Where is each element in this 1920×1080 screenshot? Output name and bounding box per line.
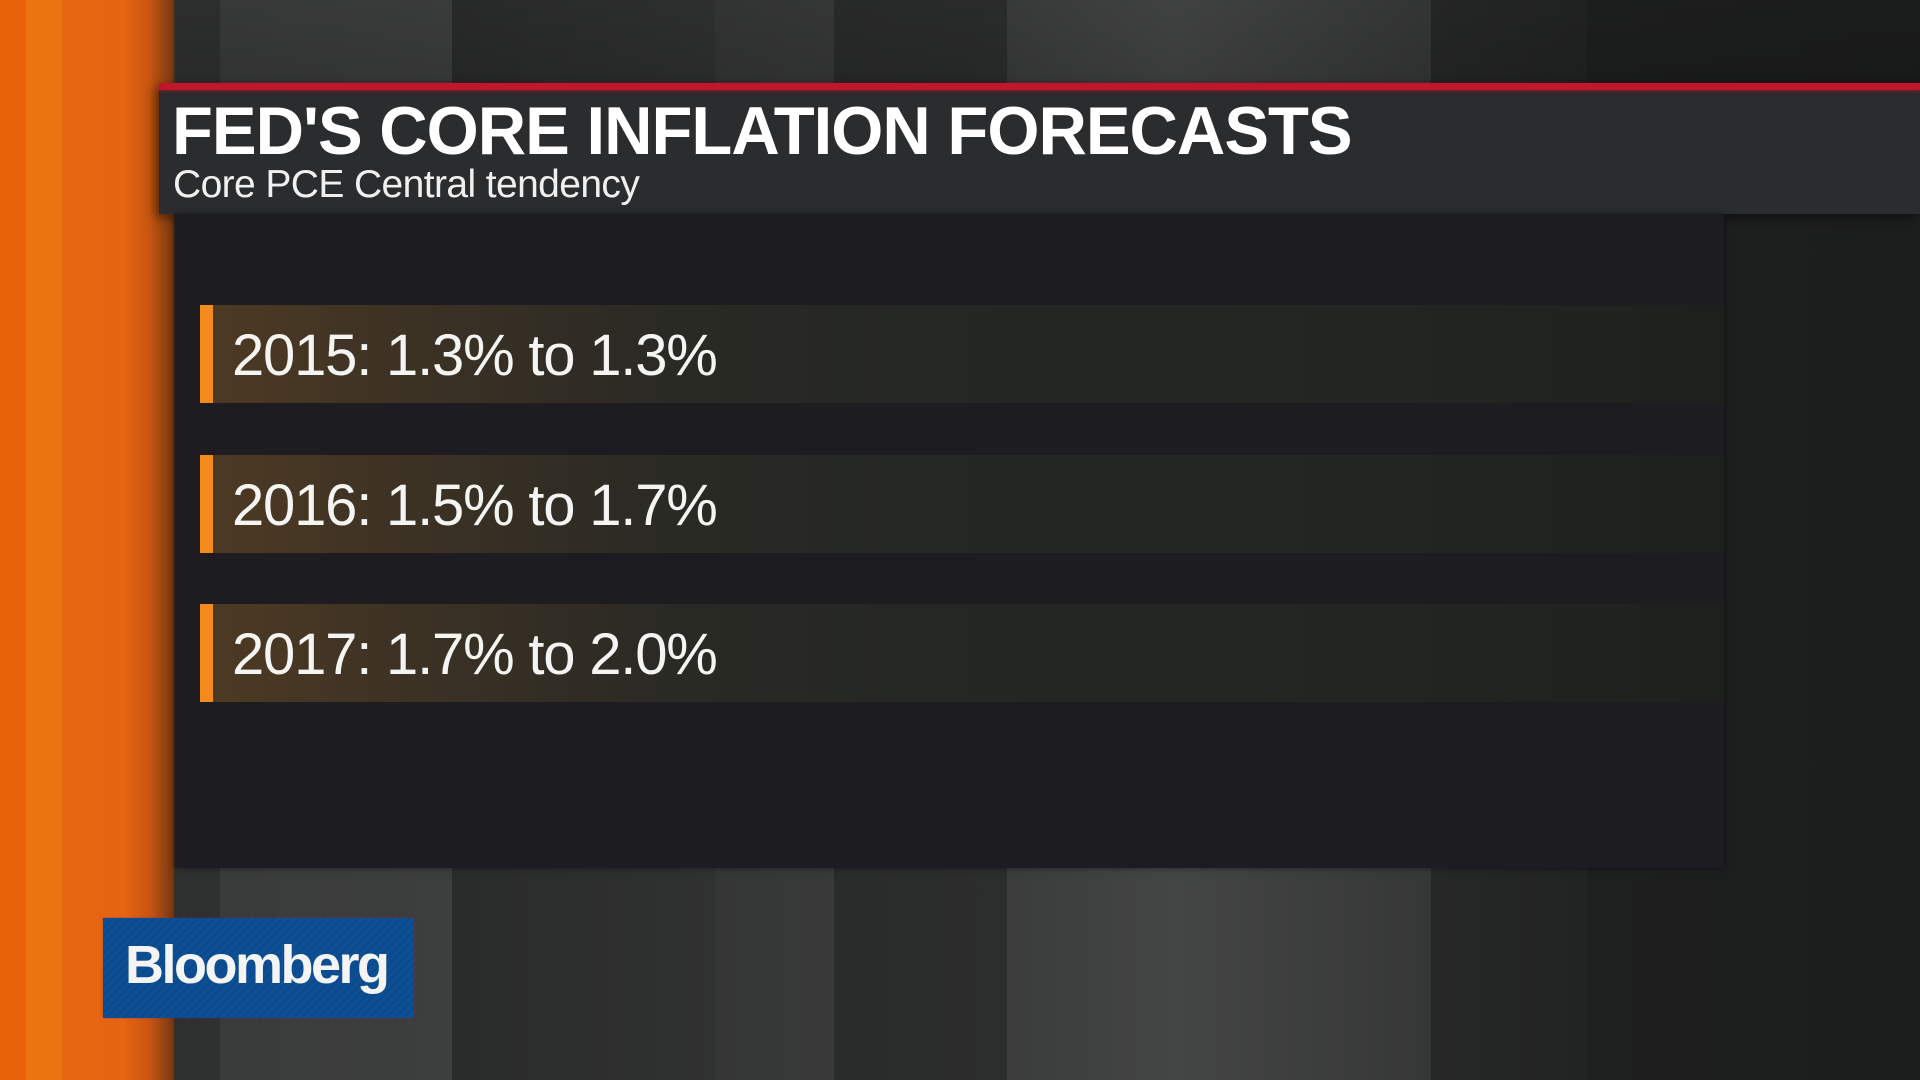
- row-accent-bar: [200, 455, 213, 553]
- forecast-row-2016: 2016: 1.5% to 1.7%: [200, 455, 1724, 553]
- logo-text: Bloomberg: [125, 935, 390, 995]
- forecast-label: 2016: 1.5% to 1.7%: [232, 473, 718, 538]
- orange-side-strip: [0, 0, 176, 1080]
- title-header: FED'S CORE INFLATION FORECASTS Core PCE …: [159, 83, 1920, 214]
- forecast-row-2015: 2015: 1.3% to 1.3%: [200, 305, 1724, 403]
- background-shade: [175, 0, 1920, 90]
- row-accent-bar: [200, 604, 213, 702]
- page-title: FED'S CORE INFLATION FORECASTS: [172, 93, 1353, 169]
- forecast-label: 2015: 1.3% to 1.3%: [232, 323, 718, 388]
- row-accent-bar: [200, 305, 213, 403]
- forecast-row-2017: 2017: 1.7% to 2.0%: [200, 604, 1724, 702]
- page-subtitle: Core PCE Central tendency: [173, 163, 640, 206]
- forecast-label: 2017: 1.7% to 2.0%: [232, 622, 718, 687]
- bloomberg-logo: Bloomberg: [103, 918, 414, 1018]
- header-accent-line: [159, 83, 1920, 90]
- forecast-panel: 2015: 1.3% to 1.3% 2016: 1.5% to 1.7% 20…: [175, 214, 1724, 868]
